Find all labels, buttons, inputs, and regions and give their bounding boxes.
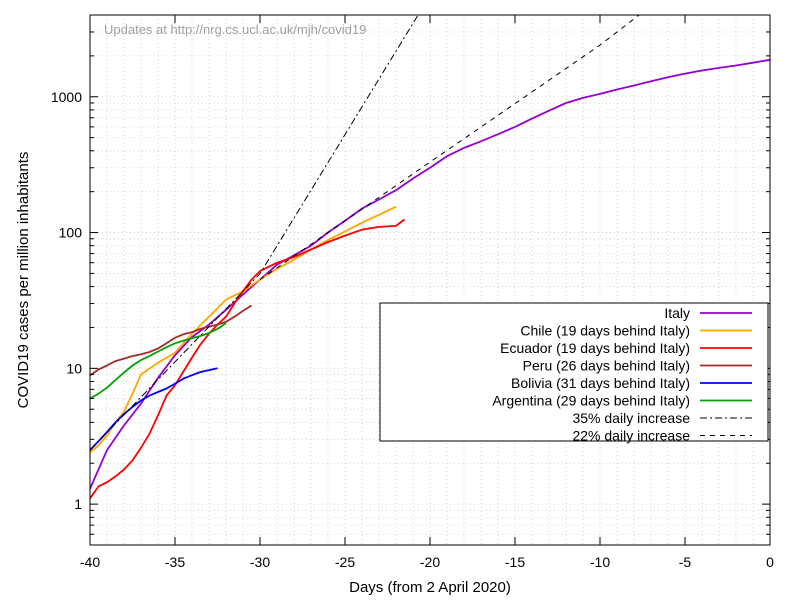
- legend-label-italy: Italy: [664, 305, 690, 321]
- x-tick-label: -20: [420, 554, 440, 570]
- legend-label-chile: Chile (19 days behind Italy): [520, 323, 690, 339]
- series-line-ecuador: [90, 218, 406, 500]
- series-line-bolivia: [90, 367, 218, 451]
- series-line-argentina: [90, 322, 227, 400]
- x-tick-label: -30: [250, 554, 270, 570]
- x-axis-title: Days (from 2 April 2020): [349, 579, 511, 596]
- x-tick-label: -35: [165, 554, 185, 570]
- watermark-annotation: Updates at http://nrg.cs.ucl.ac.uk/mjh/c…: [104, 22, 366, 37]
- series-layer: [90, 15, 770, 500]
- x-tick-label: -5: [679, 554, 692, 570]
- y-tick-label: 1000: [51, 89, 82, 105]
- legend-label-argentina: Argentina (29 days behind Italy): [492, 393, 690, 409]
- y-tick-label: 100: [59, 225, 83, 241]
- legend-label-ecuador: Ecuador (19 days behind Italy): [500, 340, 690, 356]
- y-tick-label: 10: [66, 360, 82, 376]
- x-tick-label: -10: [590, 554, 610, 570]
- series-line-peru: [90, 304, 252, 376]
- x-tick-label: -25: [335, 554, 355, 570]
- x-tick-label: 0: [766, 554, 774, 570]
- legend-label-bolivia: Bolivia (31 days behind Italy): [511, 375, 690, 391]
- x-tick-label: -15: [505, 554, 525, 570]
- legend-label-35-daily-increase: 35% daily increase: [572, 410, 690, 426]
- series-line-35-daily-increase: [90, 15, 419, 451]
- series-line-22-daily-increase: [259, 15, 640, 281]
- legend-label-peru: Peru (26 days behind Italy): [523, 358, 690, 374]
- legend: Italy Chile (19 days behind Italy)Ecuador…: [379, 302, 769, 444]
- legend-label-22-daily-increase: 22% daily increase: [572, 428, 690, 444]
- y-tick-label: 1: [74, 496, 82, 512]
- y-axis-title: COVID19 cases per million inhabitants: [15, 152, 32, 409]
- x-tick-label: -40: [80, 554, 100, 570]
- tick-layer: -40 -35 -30 -25 -20 -15 -10 -5 0 1 10 100 1000: [51, 14, 774, 570]
